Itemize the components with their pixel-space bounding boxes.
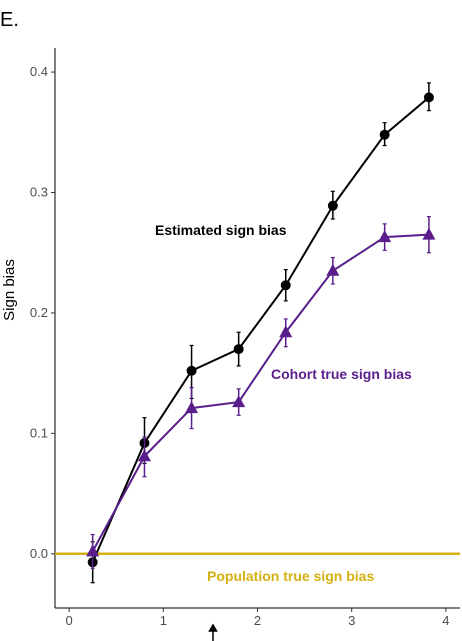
y-axis-title: Sign bias <box>1 259 18 321</box>
data-point <box>279 325 293 338</box>
data-point <box>423 92 434 103</box>
series-label-cohort: Cohort true sign bias <box>271 366 412 382</box>
data-point <box>186 365 197 376</box>
data-point <box>233 344 244 355</box>
data-point <box>379 129 390 140</box>
series-line <box>91 96 430 563</box>
data-point <box>232 395 246 408</box>
up-arrow-icon <box>208 623 218 641</box>
data-point <box>280 280 291 291</box>
series-line <box>91 233 429 552</box>
y-tick-label: 0.4 <box>30 64 48 79</box>
x-tick-label: 0 <box>66 613 73 628</box>
series-group <box>86 82 436 584</box>
x-tick-label: 4 <box>442 613 449 628</box>
panel-label: E. <box>0 9 19 31</box>
axes: 0.0 0.1 0.2 0.3 0.4 0 1 2 3 4 <box>30 48 460 628</box>
data-point <box>327 200 338 211</box>
x-tick-label: 3 <box>348 613 355 628</box>
data-point <box>86 544 100 557</box>
y-tick-label: 0.1 <box>30 425 48 440</box>
data-point <box>378 230 392 243</box>
y-tick-label: 0.2 <box>30 305 48 320</box>
series-1 <box>86 216 436 569</box>
series-0 <box>87 82 434 584</box>
y-tick-label: 0.3 <box>30 185 48 200</box>
y-tick-label: 0.0 <box>30 546 48 561</box>
series-label-estimated: Estimated sign bias <box>155 222 287 238</box>
reference-line-label: Population true sign bias <box>207 568 374 584</box>
data-point <box>422 227 436 240</box>
x-tick-label: 2 <box>254 613 261 628</box>
x-tick-label: 1 <box>160 613 167 628</box>
data-point <box>326 263 340 276</box>
data-point <box>185 401 199 414</box>
data-point <box>137 449 151 462</box>
